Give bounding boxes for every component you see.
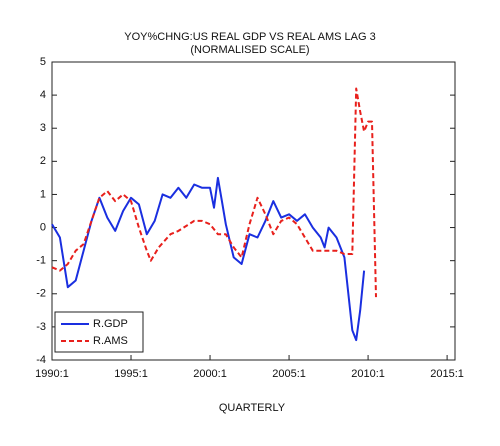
legend-label: R.AMS [93, 335, 128, 347]
chart-subtitle: (NORMALISED SCALE) [190, 44, 309, 56]
y-tick-label: 2 [40, 155, 46, 167]
y-tick-label: 3 [40, 122, 46, 134]
y-tick-label: -1 [36, 255, 46, 267]
y-tick-label: 0 [40, 221, 46, 233]
y-tick-label: -2 [36, 288, 46, 300]
chart-title: YOY%CHNG:US REAL GDP VS REAL AMS LAG 3 [124, 31, 375, 43]
y-tick-label: 1 [40, 188, 46, 200]
y-tick-label: 5 [40, 56, 46, 68]
legend-label: R.GDP [93, 318, 128, 330]
series-line [51, 176, 366, 342]
x-tick-label: 1995:1 [114, 368, 148, 380]
y-tick-label: -3 [36, 321, 46, 333]
y-tick-label: -4 [36, 354, 46, 366]
x-tick-label: 2000:1 [193, 368, 227, 380]
plot-frame [51, 61, 456, 361]
x-tick-label: 2005:1 [272, 368, 306, 380]
x-tick-label: 1990:1 [35, 368, 69, 380]
series-line [51, 87, 377, 298]
x-tick-label: 2015:1 [430, 368, 464, 380]
x-tick-label: 2010:1 [351, 368, 385, 380]
x-axis-label: QUARTERLY [219, 402, 286, 414]
legend-box [54, 311, 144, 353]
y-tick-label: 4 [40, 89, 46, 101]
